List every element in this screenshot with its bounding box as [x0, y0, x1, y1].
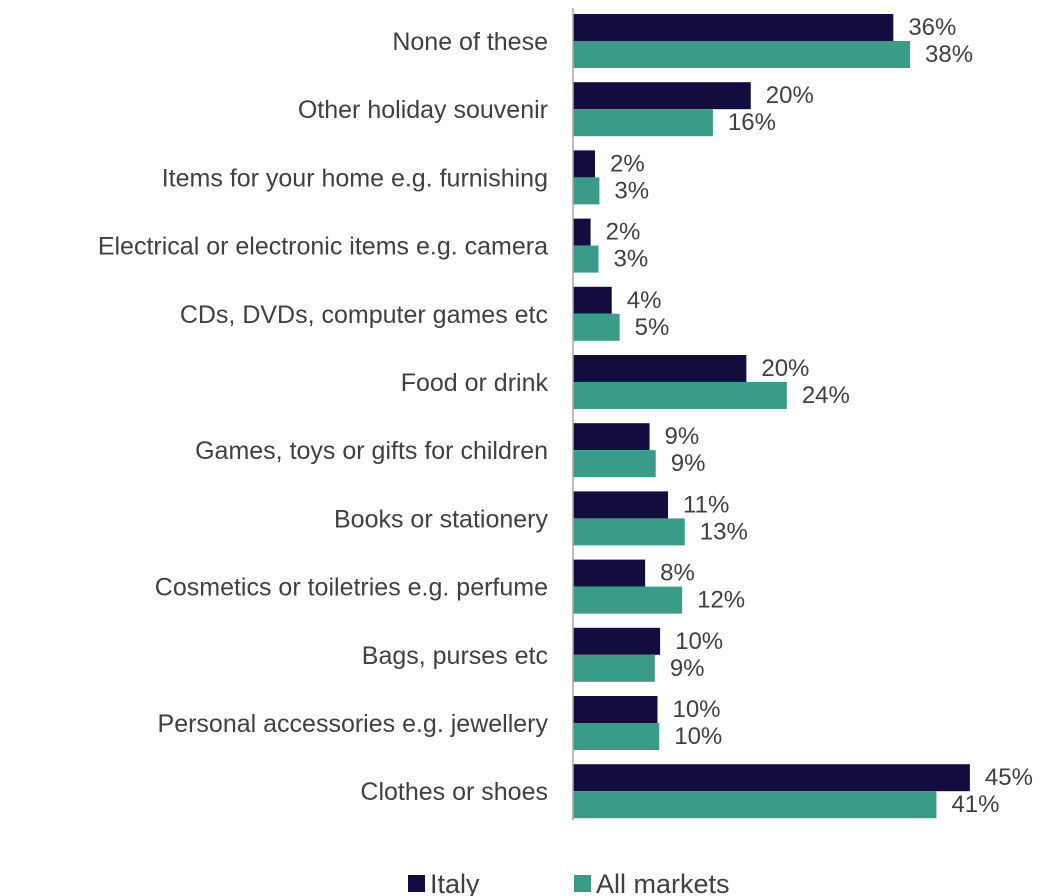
bar-all-markets-games-toys-or-gifts-for-children	[573, 450, 656, 478]
value-label-italy-none-of-these: 36%	[908, 14, 956, 41]
bar-all-markets-cds-dvds-computer-games-etc	[573, 313, 620, 341]
bar-italy-none-of-these	[573, 14, 894, 41]
bar-italy-books-or-stationery	[573, 491, 669, 519]
value-label-all-markets-cds-dvds-computer-games-etc: 5%	[635, 314, 670, 341]
category-label-other-holiday-souvenir: Other holiday souvenir	[298, 96, 548, 124]
value-label-all-markets-games-toys-or-gifts-for-children: 9%	[671, 450, 706, 477]
category-label-cosmetics-or-toiletries-e-g-perfume: Cosmetics or toiletries e.g. perfume	[155, 574, 548, 602]
value-labels: 36%38%20%16%2%3%2%3%4%5%20%24%9%9%11%13%…	[606, 14, 1033, 818]
category-label-games-toys-or-gifts-for-children: Games, toys or gifts for children	[195, 437, 548, 465]
value-label-all-markets-none-of-these: 38%	[925, 41, 973, 68]
bar-italy-cosmetics-or-toiletries-e-g-perfume	[573, 559, 646, 587]
value-label-italy-items-for-your-home-e-g-furnishing: 2%	[610, 150, 645, 177]
value-label-all-markets-books-or-stationery: 13%	[700, 518, 748, 545]
bar-all-markets-other-holiday-souvenir	[573, 109, 713, 137]
category-labels: None of these Other holiday souvenir Items…	[98, 28, 549, 806]
bar-all-markets-personal-accessories-e-g-jewellery	[573, 723, 660, 750]
value-label-italy-food-or-drink: 20%	[761, 355, 809, 382]
bar-italy-cds-dvds-computer-games-etc	[573, 286, 612, 314]
bar-italy-clothes-or-shoes	[573, 764, 970, 792]
bar-all-markets-bags-purses-etc	[573, 654, 655, 682]
value-label-all-markets-food-or-drink: 24%	[802, 382, 850, 409]
value-label-italy-electrical-or-electronic-items-e-g-camera: 2%	[606, 219, 641, 246]
value-label-italy-other-holiday-souvenir: 20%	[766, 82, 814, 109]
bar-italy-personal-accessories-e-g-jewellery	[573, 696, 658, 723]
value-label-all-markets-other-holiday-souvenir: 16%	[728, 109, 776, 136]
bar-italy-items-for-your-home-e-g-furnishing	[573, 150, 595, 178]
bar-italy-games-toys-or-gifts-for-children	[573, 423, 650, 451]
bars-layer	[573, 14, 970, 819]
value-label-all-markets-electrical-or-electronic-items-e-g-camera: 3%	[614, 246, 649, 273]
value-label-italy-clothes-or-shoes: 45%	[985, 764, 1033, 791]
category-label-cds-dvds-computer-games-etc: CDs, DVDs, computer games etc	[180, 301, 548, 329]
category-label-electrical-or-electronic-items-e-g-camera: Electrical or electronic items e.g. came…	[98, 233, 548, 261]
bar-italy-bags-purses-etc	[573, 627, 661, 655]
bar-all-markets-food-or-drink	[573, 382, 787, 409]
bar-all-markets-cosmetics-or-toiletries-e-g-perfume	[573, 586, 683, 614]
category-label-clothes-or-shoes: Clothes or shoes	[360, 778, 548, 806]
bar-all-markets-books-or-stationery	[573, 518, 685, 546]
legend-label-italy: Italy	[430, 869, 480, 896]
value-label-all-markets-personal-accessories-e-g-jewellery: 10%	[674, 723, 722, 750]
legend-swatch-italy	[408, 875, 425, 892]
bar-all-markets-items-for-your-home-e-g-furnishing	[573, 177, 600, 205]
legend-swatch-all-markets	[574, 875, 591, 892]
bar-italy-food-or-drink	[573, 355, 747, 382]
category-label-items-for-your-home-e-g-furnishing: Items for your home e.g. furnishing	[162, 164, 548, 192]
legend-label-all-markets: All markets	[596, 869, 730, 896]
category-label-personal-accessories-e-g-jewellery: Personal accessories e.g. jewellery	[158, 710, 549, 738]
value-label-all-markets-items-for-your-home-e-g-furnishing: 3%	[614, 177, 649, 204]
bar-all-markets-none-of-these	[573, 41, 911, 68]
value-label-italy-bags-purses-etc: 10%	[675, 628, 723, 655]
legend: Italy All markets	[408, 869, 730, 896]
category-label-bags-purses-etc: Bags, purses etc	[362, 642, 548, 670]
bar-all-markets-electrical-or-electronic-items-e-g-camera	[573, 245, 599, 273]
value-label-all-markets-clothes-or-shoes: 41%	[951, 791, 999, 818]
category-label-food-or-drink: Food or drink	[401, 369, 549, 397]
bar-italy-other-holiday-souvenir	[573, 82, 751, 110]
value-label-italy-cds-dvds-computer-games-etc: 4%	[627, 287, 662, 314]
category-label-none-of-these: None of these	[392, 28, 548, 56]
value-label-italy-games-toys-or-gifts-for-children: 9%	[665, 423, 700, 450]
value-label-italy-books-or-stationery: 11%	[683, 491, 729, 518]
value-label-italy-personal-accessories-e-g-jewellery: 10%	[672, 696, 720, 723]
category-label-books-or-stationery: Books or stationery	[334, 505, 548, 533]
bar-all-markets-clothes-or-shoes	[573, 791, 937, 819]
value-label-all-markets-bags-purses-etc: 9%	[670, 655, 705, 682]
value-label-all-markets-cosmetics-or-toiletries-e-g-perfume: 12%	[697, 587, 745, 614]
value-label-italy-cosmetics-or-toiletries-e-g-perfume: 8%	[660, 560, 695, 587]
bar-italy-electrical-or-electronic-items-e-g-camera	[573, 218, 591, 246]
